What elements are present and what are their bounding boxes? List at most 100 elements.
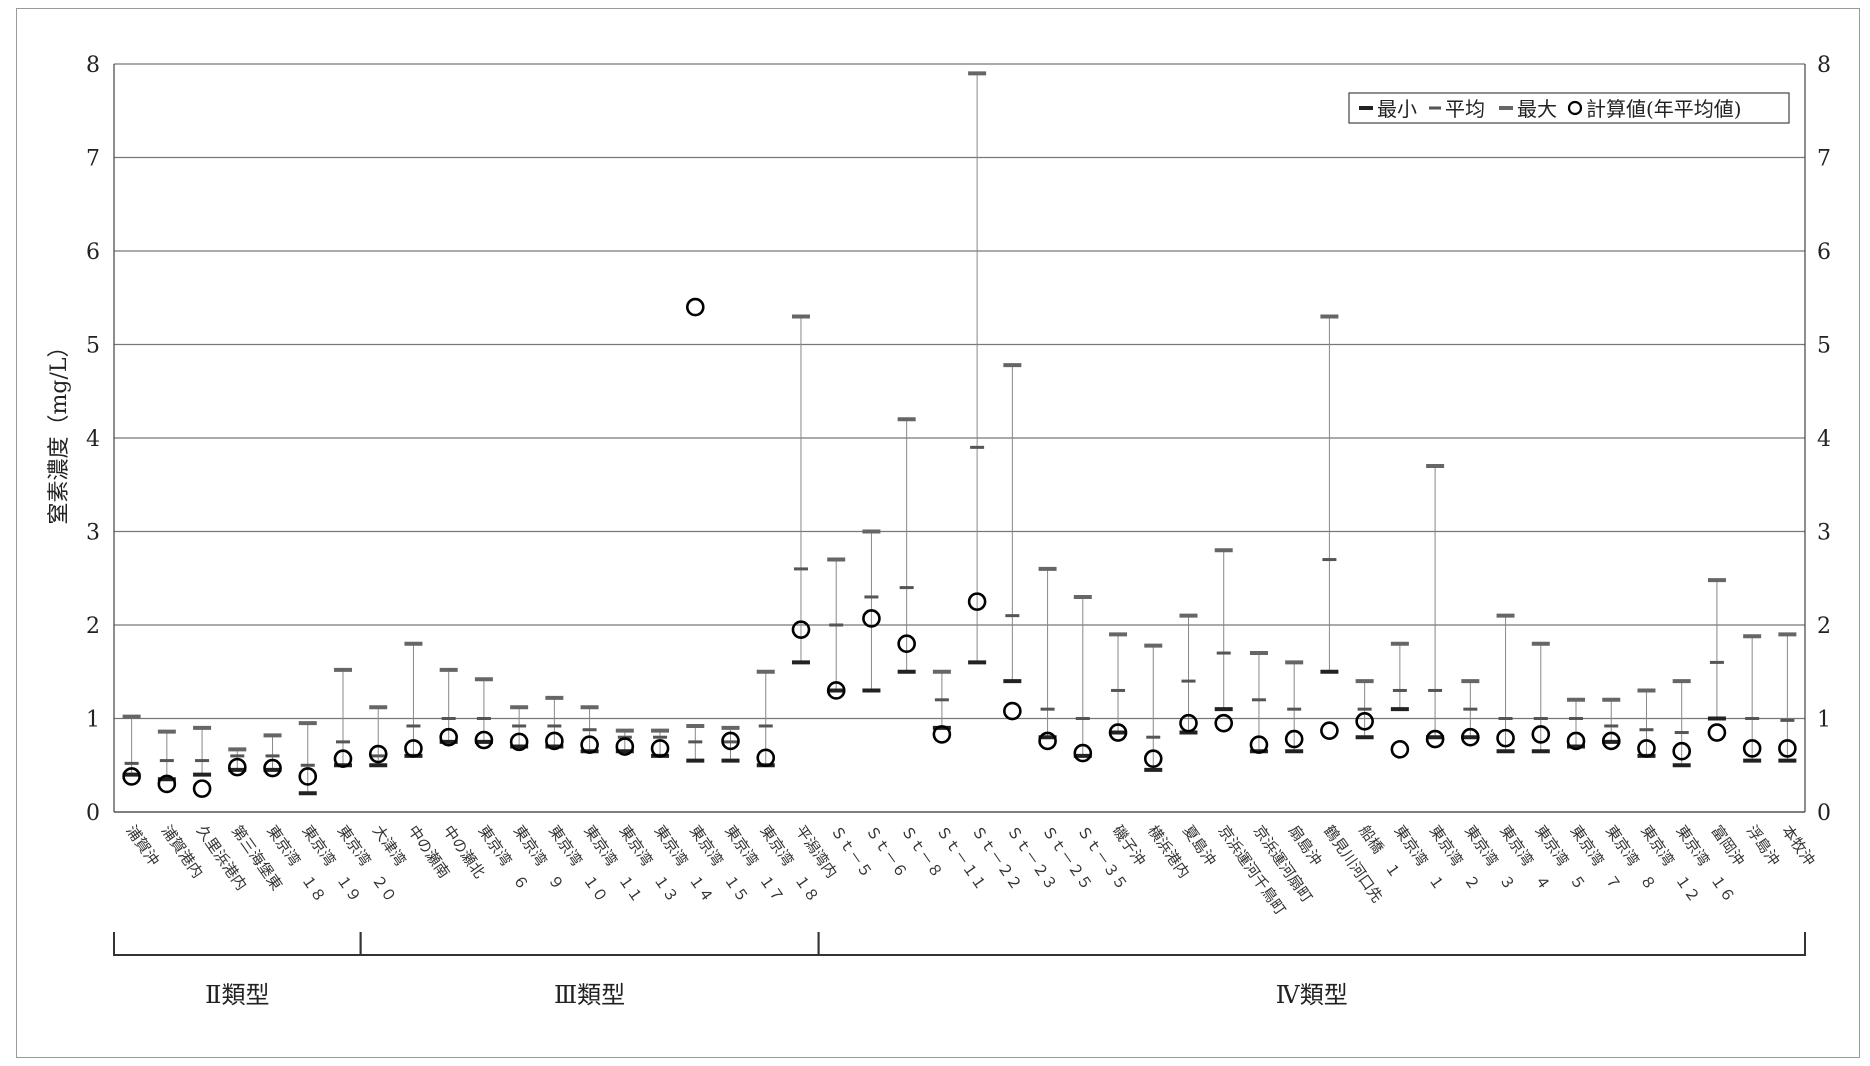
calc-point [1179,713,1198,733]
calc-point [1143,749,1163,769]
x-tick-label: 浦賀沖 [122,822,163,869]
x-tick-label: 本牧沖 [1778,822,1819,869]
calc-point [298,767,318,786]
grid-lines [113,63,1806,813]
category-marks [368,705,388,768]
calc-point [721,731,740,751]
group-brackets: Ⅱ類型 Ⅲ類型 Ⅳ類型 [113,932,1806,1009]
category-marks [228,747,247,777]
calc-point [545,731,564,751]
category-marks [1073,594,1093,763]
calc-point [1566,731,1586,751]
group-label: Ⅲ類型 [554,981,625,1009]
legend-label: 最小 [1377,97,1417,121]
calc-point [1601,731,1621,751]
y-tick-label-right: 3 [1817,521,1831,546]
category-marks [721,725,740,763]
y-tick-label-right: 0 [1817,801,1831,826]
category-marks [1003,363,1022,721]
calc-point [368,744,388,764]
calc-point [1003,701,1022,721]
calc-point [1531,725,1551,744]
category-marks [1778,632,1797,763]
calc-point [791,620,811,639]
calc-point [826,681,846,700]
y-tick-label-left: 1 [86,708,100,733]
calc-point [1637,739,1656,758]
category-marks [1742,634,1762,763]
y-tick-label-left: 0 [86,801,100,826]
category-marks [1531,641,1551,754]
y-tick-label-right: 2 [1817,614,1831,639]
group-bracket [817,932,1806,956]
calc-point [1425,729,1445,749]
category-marks [1566,697,1586,751]
category-marks [1601,697,1621,751]
y-tick-label-left: 4 [86,427,100,452]
group-label: Ⅳ類型 [1276,981,1348,1009]
calc-point [650,739,670,758]
category-marks [615,728,635,756]
y-tick-label-right: 4 [1817,427,1831,452]
legend-label: 平均 [1445,97,1485,121]
calc-point [263,758,282,778]
calc-point [1284,729,1304,749]
calc-point [685,297,705,317]
group-label: Ⅱ類型 [205,981,269,1009]
legend-label: 計算値(年平均値) [1586,97,1742,121]
calc-point [932,725,952,744]
y-tick-label-right: 1 [1817,708,1831,733]
y-tick-label-left: 2 [86,614,100,639]
category-marks [580,705,599,754]
calc-point [474,730,494,750]
data-marks [122,71,1797,798]
calc-point [192,779,212,798]
y-tick-label-left: 8 [86,53,100,78]
calc-point [439,727,458,747]
calc-point [1320,721,1339,740]
calc-point [1672,741,1691,761]
category-marks [826,557,846,700]
category-marks [650,728,670,758]
category-marks [791,314,811,665]
category-marks [1355,679,1374,740]
category-marks [157,729,177,794]
calc-point [404,739,423,758]
category-marks [404,641,423,758]
y-axis-label: 窒素濃度（mg/L） [47,336,72,525]
chart-frame [16,8,1860,1058]
category-marks [862,529,881,693]
y-axis-right: 0 1 2 3 4 5 6 7 8 [1817,53,1831,826]
calc-point [122,767,141,786]
calc-point [967,592,987,611]
category-marks [756,669,776,768]
calc-point [1249,735,1269,754]
category-marks [122,714,141,786]
y-tick-label-left: 7 [86,147,100,172]
calc-point [509,732,529,752]
calc-point [1461,727,1480,747]
y-tick-label-right: 7 [1817,147,1831,172]
category-marks [1425,464,1445,749]
y-tick-label-right: 6 [1817,240,1831,265]
calc-point [1496,728,1515,748]
group-bracket [359,932,820,956]
category-marks [1108,632,1128,742]
calc-point [1214,713,1234,733]
calc-point [1778,739,1797,758]
x-tick-label: 浮島沖 [1743,822,1784,869]
calc-point [615,737,635,756]
calc-point [1355,712,1374,731]
calc-point [897,634,916,654]
category-marks [1284,660,1304,754]
category-marks [967,71,987,665]
category-marks [1249,651,1269,754]
category-marks [1320,314,1339,740]
y-tick-label-left: 6 [86,240,100,265]
category-marks [1707,578,1727,742]
calc-point [1073,743,1093,763]
category-marks [1143,643,1163,772]
category-marks [1496,613,1515,754]
